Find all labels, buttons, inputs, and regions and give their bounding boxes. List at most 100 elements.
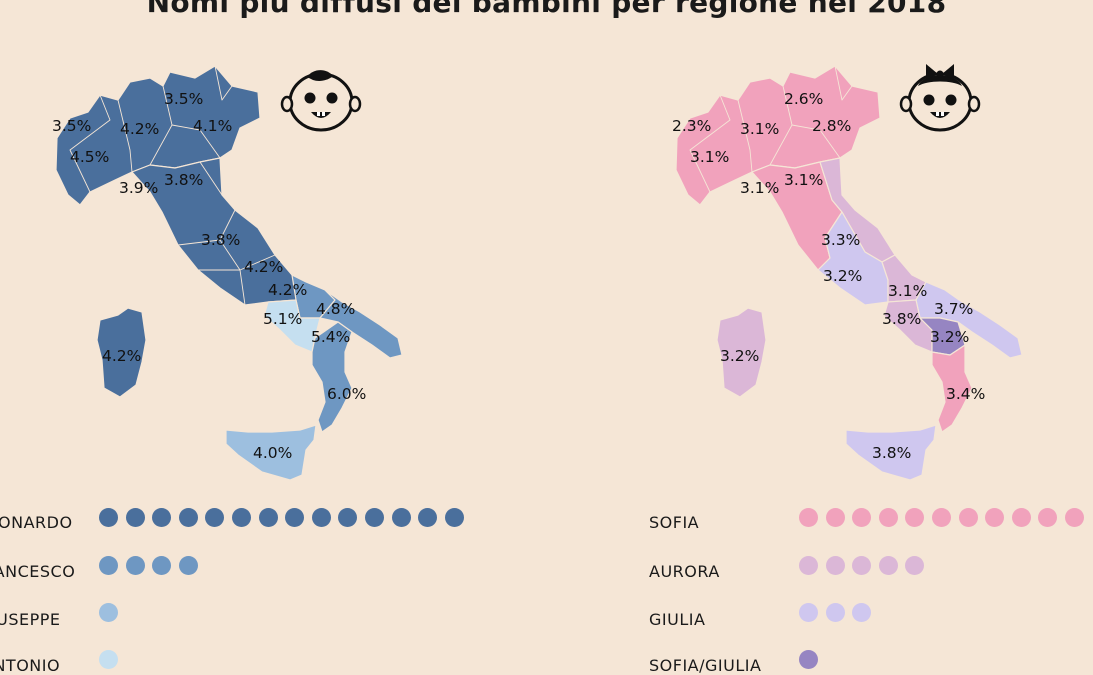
label-campania: 3.8%: [882, 310, 921, 328]
legend-dot: [99, 650, 118, 669]
region-calabria: [311, 321, 353, 433]
label-valle-daosta: 3.5%: [52, 117, 91, 135]
legend-name-leonardo: LEONARDO: [0, 513, 73, 532]
label-emilia: 3.8%: [164, 171, 203, 189]
legend-dot: [799, 556, 818, 575]
region-sardegna: [96, 307, 147, 398]
label-molise: 4.8%: [316, 300, 355, 318]
label-basilicata: 3.2%: [930, 328, 969, 346]
chart-title: Nomi più diffusi dei bambini per regione…: [146, 0, 947, 19]
legend-name-aurora: AURORA: [649, 562, 720, 581]
map-boys: [55, 65, 403, 481]
label-calabria: 6.0%: [327, 385, 366, 403]
label-sicilia: 4.0%: [253, 444, 292, 462]
region-north: [55, 65, 261, 206]
legend-dot: [1011, 508, 1031, 527]
legend-dot: [125, 508, 145, 527]
legend-dot: [99, 603, 118, 622]
legend-dot: [985, 508, 1005, 527]
legend-dots-leonardo: [99, 508, 479, 528]
legend-dot: [285, 508, 305, 527]
legend-dot: [152, 556, 172, 575]
legend-dots-sofia-giulia: [799, 650, 829, 670]
baby-boy-face-icon: [280, 70, 362, 132]
label-lombardia: 4.2%: [120, 120, 159, 138]
label-trentino: 2.6%: [784, 90, 823, 108]
label-valle-daosta: 2.3%: [672, 117, 711, 135]
legend-dot: [958, 508, 978, 527]
legend-dot: [825, 508, 845, 527]
legend-name-francesco: FRANCESCO: [0, 562, 76, 581]
legend-dot: [444, 508, 464, 527]
legend-dots-sofia: [799, 508, 1093, 528]
label-toscana: 3.8%: [201, 231, 240, 249]
label-sicilia: 3.8%: [872, 444, 911, 462]
legend-dot: [852, 556, 872, 575]
legend-name-giulia: GIULIA: [649, 610, 706, 629]
legend-dot: [852, 603, 872, 622]
label-piemonte: 3.1%: [690, 148, 729, 166]
region-sardegna: [716, 307, 767, 398]
region-north: [675, 65, 881, 206]
legend-dot: [178, 556, 198, 575]
legend-dot: [99, 556, 118, 575]
region-sicilia: [225, 424, 317, 481]
label-marche: 3.3%: [821, 231, 860, 249]
legend-dot: [799, 603, 818, 622]
label-trentino: 3.5%: [164, 90, 203, 108]
legend-dot: [232, 508, 251, 527]
legend-dot: [365, 508, 384, 527]
legend-dots-giulia: [799, 603, 889, 623]
region-puglia: [319, 289, 403, 359]
legend-dots-giuseppe: [99, 603, 129, 623]
legend-dot: [825, 603, 845, 622]
region-sicilia: [845, 424, 937, 481]
label-veneto: 4.1%: [193, 117, 232, 135]
baby-girl-face-icon: [899, 64, 981, 132]
legend-dots-aurora: [799, 556, 949, 576]
label-abruzzo-lazio: 4.2%: [268, 281, 307, 299]
legend-dot: [852, 508, 872, 527]
label-piemonte: 4.5%: [70, 148, 109, 166]
label-campania: 5.1%: [263, 310, 302, 328]
label-liguria: 3.1%: [740, 179, 779, 197]
legend-dot: [878, 556, 898, 575]
legend-dot: [152, 508, 172, 527]
legend-dot: [905, 508, 925, 527]
legend-dot: [905, 556, 925, 575]
label-sardegna: 3.2%: [720, 347, 759, 365]
legend-name-giuseppe: GIUSEPPE: [0, 610, 61, 629]
label-sardegna: 4.2%: [102, 347, 141, 365]
label-emilia: 3.1%: [784, 171, 823, 189]
legend-dot: [799, 508, 818, 527]
legend-dot: [258, 508, 278, 527]
label-puglia: 5.4%: [311, 328, 350, 346]
label-veneto: 2.8%: [812, 117, 851, 135]
legend-name-sofia: SOFIA: [649, 513, 700, 532]
legend-dot: [391, 508, 411, 527]
label-marche-umbria: 4.2%: [244, 258, 283, 276]
legend-dot: [825, 556, 845, 575]
girls-labels: 2.3% 3.1% 2.6% 2.8% 3.1% 3.1% 3.1% 3.3% …: [672, 90, 985, 462]
map-girls: [675, 65, 1023, 481]
label-liguria: 3.9%: [119, 179, 158, 197]
legend-dot: [178, 508, 198, 527]
legend-dot: [1038, 508, 1058, 527]
boys-labels: 3.5% 4.2% 3.5% 4.1% 4.5% 3.9% 3.8% 3.8% …: [52, 90, 366, 462]
legend-dot: [125, 556, 145, 575]
legend-dots-francesco: [99, 556, 219, 576]
label-calabria: 3.4%: [946, 385, 985, 403]
legend-dot: [878, 508, 898, 527]
label-molise: 3.1%: [888, 282, 927, 300]
legend-dot: [99, 508, 118, 527]
legend-dot: [932, 508, 951, 527]
legend-dot: [1065, 508, 1084, 527]
label-lazio: 3.2%: [823, 267, 862, 285]
legend-dots-antonio: [99, 650, 129, 670]
legend-dot: [418, 508, 438, 527]
label-lombardia: 3.1%: [740, 120, 779, 138]
legend-dot: [205, 508, 225, 527]
legend-dot: [338, 508, 358, 527]
label-puglia: 3.7%: [934, 300, 973, 318]
